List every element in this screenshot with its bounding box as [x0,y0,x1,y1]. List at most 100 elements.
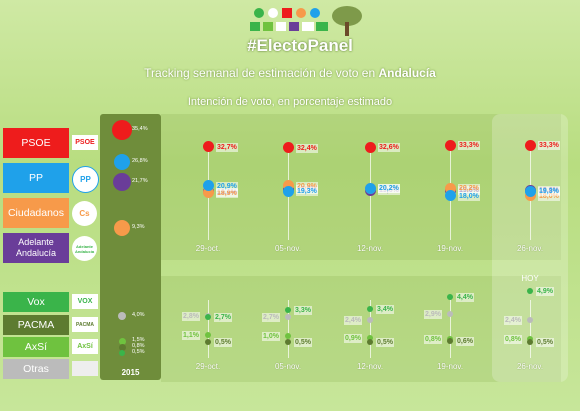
data-point-pp [282,185,294,197]
data-point-cs [444,182,456,194]
data-label-psoe: 33,3% [538,141,560,150]
sponsor-logo-icon [268,8,278,18]
data-label-psoe: 32,6% [378,143,400,153]
data-point-pp [524,185,536,197]
x-tick-label: 29-oct. [195,362,221,371]
data-label-otras: 2,4% [504,316,522,326]
x-tick-label: 12-nov. [356,244,384,253]
data-label-otras: 2,7% [262,312,280,322]
data-label-pacma: 0,6% [456,337,474,347]
x-gridline-bottom [370,300,371,358]
data-point-psoe [282,142,294,154]
data-label-axsi: 0,8% [504,334,522,344]
data-label-pp: 19,3% [538,187,560,197]
data-point-pp [444,190,456,201]
sponsor-logo-icon [302,22,314,31]
data-point-cs [202,187,214,199]
baseline-2015-label: 2015 [121,368,140,377]
data-point-pacma [527,339,533,346]
data-label-axsi: 0,8% [424,334,442,344]
aa-logo-icon: Adelante Andalucía [72,236,97,261]
data-label-pacma: 0,5% [536,338,554,348]
data-label-pacma: 0,5% [214,338,232,348]
baseline-label-vox: 0,5% [132,349,145,355]
data-label-vox: 2,7% [214,312,232,322]
data-point-axsi [367,334,373,341]
otras-logo-icon [72,361,98,376]
data-point-psoe [524,139,536,151]
sponsor-logo-icon [289,22,299,31]
chart-title-region: Andalucía [378,66,436,80]
data-point-pacma [285,339,291,346]
data-label-pacma: 0,5% [376,338,394,348]
baseline-point-cs [114,220,130,236]
x-gridline-bottom [450,300,451,358]
data-point-otras [447,311,453,318]
data-point-psoe [202,141,214,153]
chart-title-prefix: Tracking semanal de estimación de voto e… [144,66,379,80]
data-point-axsi [527,335,533,342]
baseline-point-aa [113,173,131,191]
data-point-psoe [364,141,376,153]
data-point-vox [527,288,533,295]
sponsor-logo-icon [250,22,260,31]
sponsor-logo-icon [282,8,292,18]
x-gridline-bottom [288,300,289,358]
olive-tree-icon [330,4,364,38]
data-label-psoe: 33,3% [458,141,480,150]
sponsor-logos-strip [250,8,330,34]
data-label-vox: 4,9% [536,287,554,297]
party-box-aa: Adelante Andalucía [3,233,69,263]
baseline-label-aa: 21,7% [132,178,148,184]
sponsor-logo-icon [254,8,264,18]
baseline-point-otras [118,312,126,320]
party-box-otras: Otras [3,359,69,379]
x-tick-label: 26-nov. [516,362,544,371]
data-point-otras [285,313,291,320]
x-tick-label: 29-oct. [195,244,221,253]
data-label-vox: 3,4% [376,304,394,314]
chart-subtitle: Intención de voto, en porcentaje estimad… [187,96,393,108]
party-box-pacma: PACMA [3,315,69,335]
data-point-pacma [367,339,373,346]
data-point-pacma [205,339,211,346]
psoe-logo-icon: PSOE [72,135,98,150]
data-label-pp: 19,3% [296,187,318,197]
data-point-vox [447,293,453,300]
sponsor-logo-icon [296,8,306,18]
data-point-pp [364,182,376,194]
cs-logo-icon: Cs [72,201,97,226]
party-box-axsi: AxSí [3,337,69,357]
party-box-cs: Ciudadanos [3,198,69,228]
sponsor-logo-icon [310,8,320,18]
data-point-otras [527,317,533,324]
data-point-otras [367,317,373,324]
baseline-point-vox [119,350,125,356]
data-label-axsi: 1,1% [182,331,200,341]
axsi-logo-icon: AxSí [72,339,98,354]
data-label-axsi: 1,0% [262,332,280,342]
baseline-label-psoe: 35,4% [132,126,148,132]
data-label-vox: 4,4% [456,292,474,302]
bottom-band [161,276,561,382]
data-point-axsi [205,332,211,339]
x-tick-label: 05-nov. [274,244,302,253]
data-label-vox: 3,3% [294,305,312,315]
baseline-label-pp: 26,8% [132,158,148,164]
data-point-axsi [285,333,291,340]
baseline-label-axsi: 1,5% [132,337,145,343]
x-tick-label: 26-nov. [516,244,544,253]
pacma-logo-icon: PACMA [72,317,98,332]
x-tick-label: 19-nov. [436,244,464,253]
data-label-otras: 2,8% [182,311,200,321]
x-gridline-bottom [208,300,209,358]
brand-title: #ElectoPanel [247,36,353,55]
baseline-label-pacma: 0,8% [132,343,145,349]
data-point-vox [367,305,373,312]
x-tick-label: 19-nov. [436,362,464,371]
hoy-label: HOY [521,274,539,283]
baseline-point-axsi [118,337,126,345]
baseline-label-cs: 9,3% [132,224,145,230]
